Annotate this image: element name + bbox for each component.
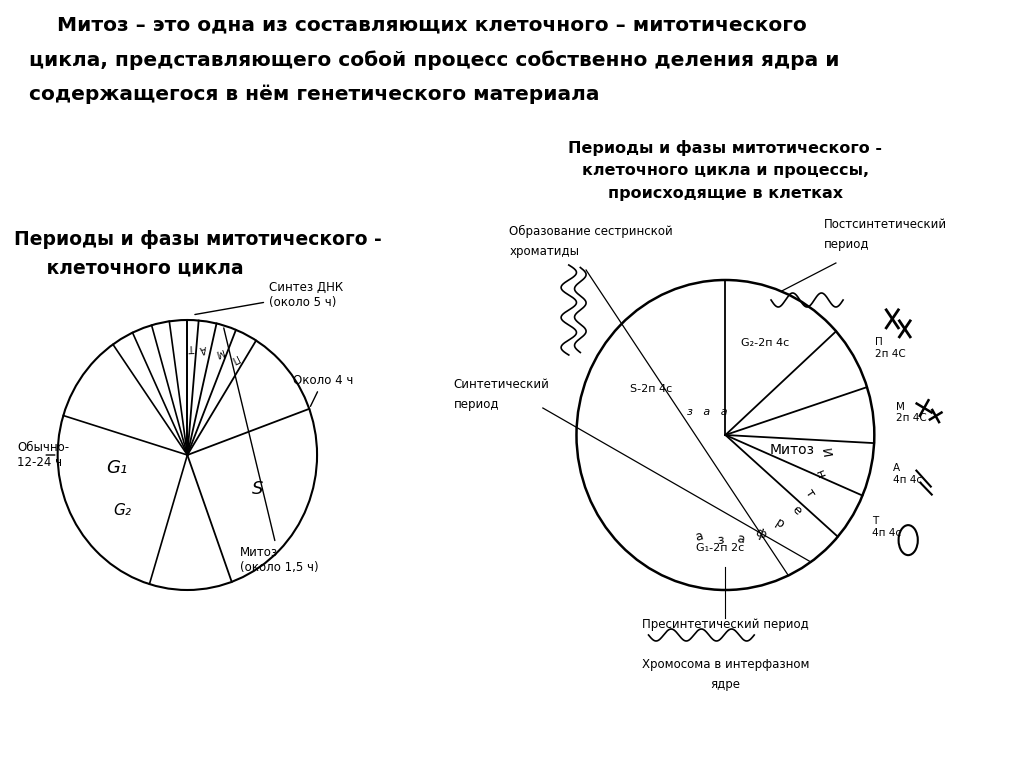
Text: е: е	[788, 503, 804, 518]
Text: а: а	[736, 532, 745, 546]
Text: клеточного цикла и процессы,: клеточного цикла и процессы,	[582, 163, 869, 178]
Text: П: П	[229, 353, 240, 365]
Text: П
2п 4С: П 2п 4С	[874, 337, 905, 359]
Text: G₂: G₂	[113, 502, 131, 518]
Text: Постсинтетический: Постсинтетический	[824, 218, 947, 231]
Text: Около 4 ч: Около 4 ч	[293, 374, 353, 407]
Text: клеточного цикла: клеточного цикла	[14, 258, 244, 277]
Text: Митоз
(около 1,5 ч): Митоз (около 1,5 ч)	[224, 328, 318, 574]
Text: период: период	[824, 238, 869, 251]
Text: Т: Т	[188, 342, 195, 352]
Text: ядре: ядре	[711, 678, 740, 691]
Text: з: з	[716, 534, 724, 547]
Text: ф: ф	[754, 525, 768, 542]
Text: Т
4п 4с: Т 4п 4с	[871, 516, 901, 538]
Text: М
2п 4С: М 2п 4С	[896, 402, 927, 423]
Text: S-2п 4с: S-2п 4с	[630, 384, 672, 393]
Text: Хромосома в интерфазном: Хромосома в интерфазном	[642, 658, 809, 671]
Text: цикла, представляющего собой процесс собственно деления ядра и: цикла, представляющего собой процесс соб…	[29, 50, 840, 70]
Text: Периоды и фазы митотического -: Периоды и фазы митотического -	[14, 230, 382, 249]
Text: И: И	[818, 448, 833, 459]
Text: G₂-2п 4с: G₂-2п 4с	[740, 338, 788, 348]
Text: G₁-2п 2с: G₁-2п 2с	[696, 543, 744, 553]
Text: т: т	[802, 487, 817, 500]
Text: а: а	[694, 529, 705, 544]
Text: Обычно-
12-24 ч: Обычно- 12-24 ч	[17, 441, 70, 469]
Text: хроматиды: хроматиды	[509, 245, 580, 258]
Text: н: н	[812, 468, 827, 480]
Text: М: М	[213, 346, 224, 358]
Text: Митоз – это одна из составляющих клеточного – митотического: Митоз – это одна из составляющих клеточн…	[29, 15, 807, 34]
Text: Митоз: Митоз	[770, 443, 815, 457]
Text: содержащегося в нём генетического материала: содержащегося в нём генетического матери…	[29, 85, 599, 104]
Text: G₁: G₁	[106, 459, 128, 477]
Text: Периоды и фазы митотического -: Периоды и фазы митотического -	[568, 140, 883, 156]
Text: Синтез ДНК
(около 5 ч): Синтез ДНК (около 5 ч)	[195, 281, 343, 314]
Text: А: А	[200, 343, 208, 354]
Text: А
4п 4с: А 4п 4с	[893, 463, 922, 485]
Text: Образование сестринской: Образование сестринской	[509, 225, 673, 238]
Text: Синтетический: Синтетический	[454, 378, 549, 391]
Text: Пресинтетический период: Пресинтетический период	[642, 618, 809, 631]
Text: S: S	[252, 480, 263, 499]
Text: происходящие в клетках: происходящие в клетках	[608, 186, 843, 201]
Text: период: период	[454, 398, 499, 411]
Text: з   а   а: з а а	[687, 407, 728, 416]
Text: р: р	[773, 516, 786, 532]
